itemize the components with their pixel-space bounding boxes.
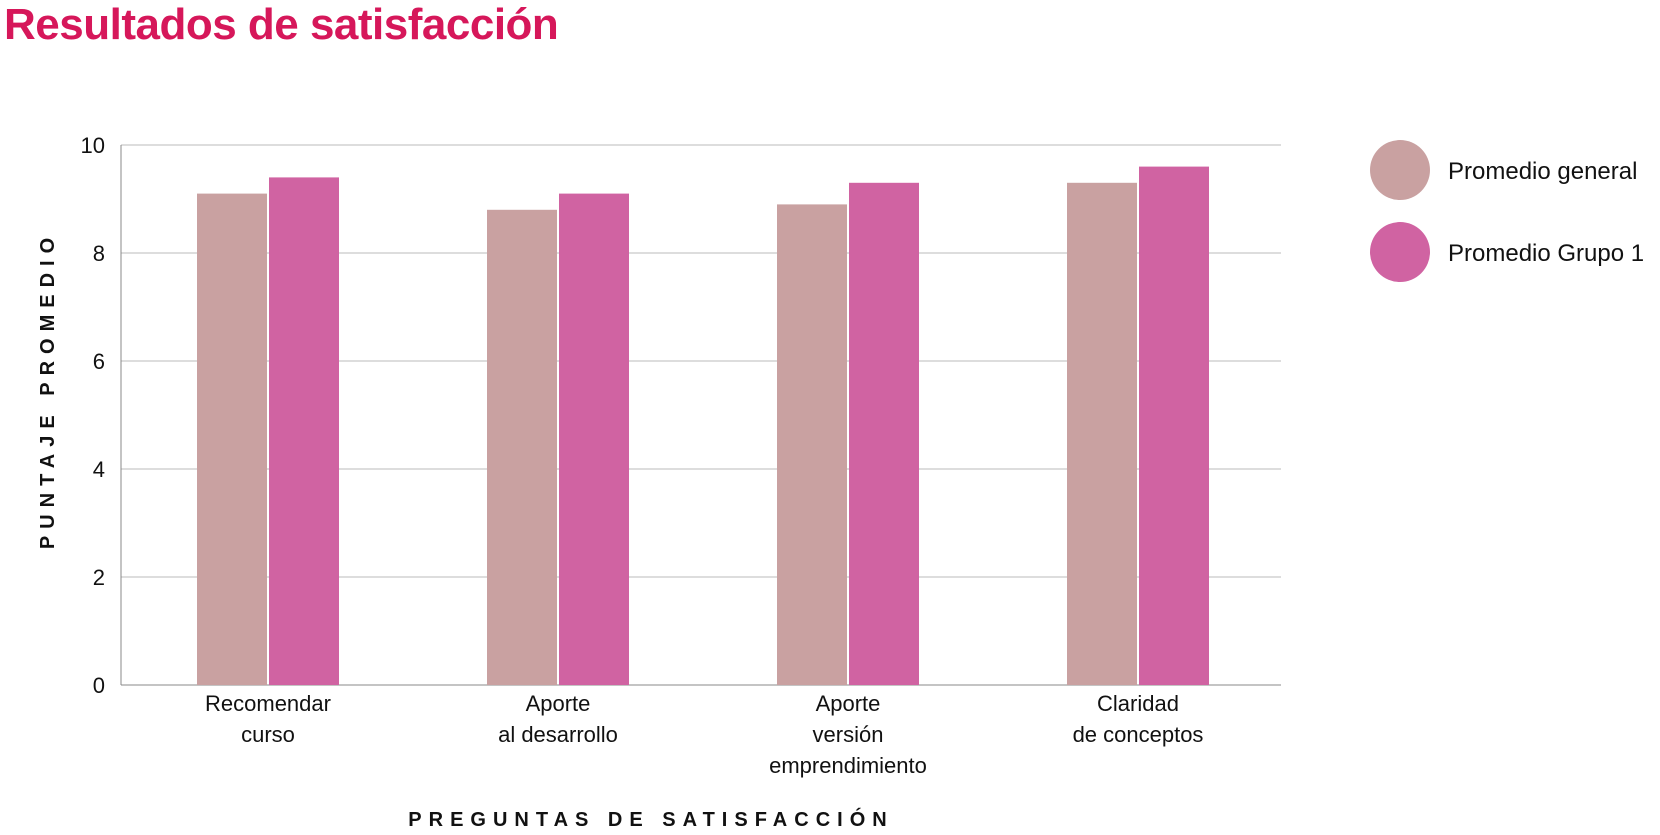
bar-promedio-grupo-1: [1139, 166, 1209, 686]
bar-promedio-general: [487, 209, 557, 686]
bar-promedio-general: [1067, 182, 1137, 686]
page-title: Resultados de satisfacción: [4, 0, 559, 49]
x-tick-label: Recomendar: [205, 691, 331, 716]
bar-promedio-general: [197, 193, 267, 685]
x-tick-label: Claridad: [1097, 691, 1179, 716]
x-tick-label: de conceptos: [1073, 722, 1204, 747]
y-tick-label: 4: [93, 457, 105, 482]
y-tick-label: 6: [93, 349, 105, 374]
bar-promedio-grupo-1: [269, 177, 339, 685]
legend-swatch: [1370, 140, 1430, 200]
x-tick-label: curso: [241, 722, 295, 747]
x-tick-label: versión: [813, 722, 884, 747]
y-tick-label: 8: [93, 241, 105, 266]
y-tick-label: 0: [93, 673, 105, 698]
x-tick-label: emprendimiento: [769, 753, 927, 778]
y-tick-label: 2: [93, 565, 105, 590]
bar-promedio-grupo-1: [559, 193, 629, 685]
x-tick-label: Aporte: [816, 691, 881, 716]
bar-promedio-grupo-1: [849, 182, 919, 686]
x-tick-label: al desarrollo: [498, 722, 618, 747]
legend-label: Promedio general: [1448, 158, 1637, 185]
legend-swatch: [1370, 222, 1430, 282]
x-axis-title: PREGUNTAS DE SATISFACCIÓN: [408, 807, 893, 831]
legend-label: Promedio Grupo 1: [1448, 240, 1644, 267]
bar-promedio-general: [777, 204, 847, 685]
y-axis-title: PUNTAJE PROMEDIO: [37, 231, 59, 549]
y-tick-label: 10: [81, 133, 105, 158]
x-tick-label: Aporte: [526, 691, 591, 716]
